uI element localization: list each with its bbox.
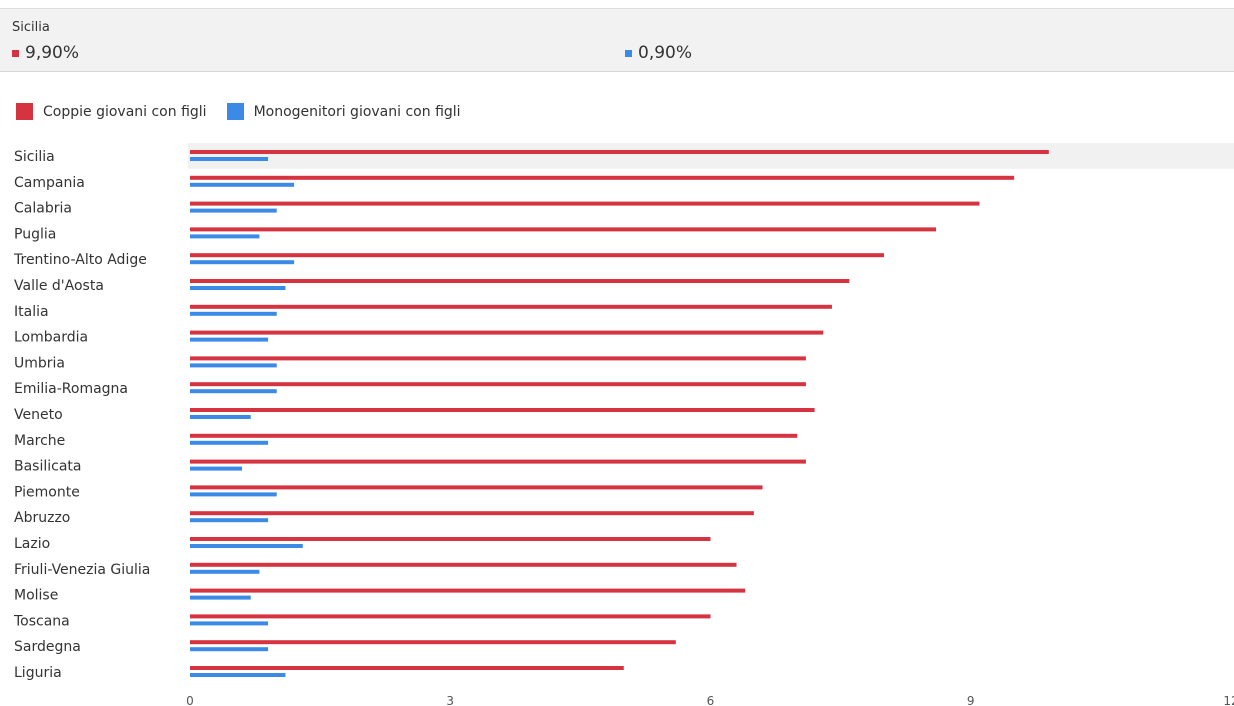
tooltip-panel: Sicilia 9,90% 0,90% [0, 8, 1234, 72]
tooltip-value1-text: 9,90% [25, 43, 80, 63]
category-label: Marche [14, 433, 65, 449]
row-highlight [188, 143, 1234, 169]
bar-monogenitori[interactable] [190, 389, 277, 394]
bar-coppie[interactable] [190, 253, 884, 258]
bar-coppie[interactable] [190, 382, 806, 387]
tooltip-region: Sicilia [12, 20, 50, 35]
category-label: Puglia [14, 226, 56, 242]
category-label: Italia [14, 304, 49, 320]
bar-monogenitori[interactable] [190, 182, 295, 187]
category-label: Lombardia [14, 330, 88, 346]
category-label: Friuli-Venezia Giulia [14, 562, 150, 578]
bar-coppie[interactable] [190, 227, 937, 232]
bar-coppie[interactable] [190, 562, 737, 567]
bar-monogenitori[interactable] [190, 286, 286, 290]
bar-monogenitori[interactable] [190, 569, 260, 574]
bar-monogenitori[interactable] [190, 208, 277, 213]
category-label: Sardegna [14, 639, 81, 655]
bar-monogenitori[interactable] [190, 440, 269, 445]
bar-monogenitori[interactable] [190, 544, 303, 548]
category-label: Toscana [13, 613, 70, 629]
category-label: Lazio [14, 536, 50, 552]
bar-coppie[interactable] [190, 150, 1049, 154]
legend-swatch-series1 [16, 103, 33, 120]
bar-coppie[interactable] [190, 433, 798, 438]
series2-swatch [625, 49, 632, 57]
bar-coppie[interactable] [190, 640, 676, 645]
bar-monogenitori[interactable] [190, 492, 277, 497]
x-tick-label: 9 [967, 694, 975, 706]
category-label: Emilia-Romagna [14, 381, 128, 397]
bar-coppie[interactable] [190, 614, 711, 619]
tooltip-value-series1: 9,90% [12, 43, 79, 63]
legend-label-series1: Coppie giovani con figli [43, 103, 207, 120]
category-label: Piemonte [14, 484, 80, 500]
bar-coppie[interactable] [190, 330, 824, 335]
bar-coppie[interactable] [190, 356, 806, 361]
category-label: Sicilia [14, 149, 55, 165]
legend-item-series2[interactable]: Monogenitori giovani con figli [226, 103, 461, 120]
bar-monogenitori[interactable] [190, 595, 251, 600]
bar-monogenitori[interactable] [190, 621, 269, 626]
legend-item-series1[interactable]: Coppie giovani con figli [16, 103, 207, 120]
bar-monogenitori[interactable] [190, 363, 277, 368]
bar-coppie[interactable] [190, 304, 832, 309]
bar-coppie[interactable] [190, 175, 1015, 180]
bar-monogenitori[interactable] [190, 311, 277, 316]
x-tick-label: 0 [186, 694, 194, 706]
category-label: Trentino-Alto Adige [13, 252, 147, 268]
category-label: Abruzzo [14, 510, 70, 526]
bar-coppie[interactable] [190, 485, 763, 490]
category-label: Liguria [14, 665, 62, 681]
bar-coppie[interactable] [190, 279, 850, 283]
bar-coppie[interactable] [190, 588, 746, 593]
bar-monogenitori[interactable] [190, 647, 269, 652]
category-label: Valle d'Aosta [14, 278, 104, 294]
category-label: Campania [14, 175, 85, 191]
category-label: Umbria [14, 355, 65, 371]
bar-monogenitori[interactable] [190, 260, 295, 265]
bar-coppie[interactable] [190, 537, 711, 541]
bar-coppie[interactable] [190, 511, 754, 516]
tooltip-value-series2: 0,90% [625, 43, 692, 63]
legend-label-series2: Monogenitori giovani con figli [253, 103, 461, 120]
tooltip-value2-text: 0,90% [638, 43, 693, 63]
bar-monogenitori[interactable] [190, 466, 243, 471]
x-tick-label: 3 [446, 694, 454, 706]
category-label: Calabria [14, 201, 72, 217]
bar-coppie[interactable] [190, 459, 806, 464]
bar-monogenitori[interactable] [190, 673, 286, 677]
category-label: Molise [14, 588, 58, 604]
x-tick-label: 6 [707, 694, 715, 706]
category-label: Veneto [14, 407, 63, 423]
x-tick-label: 12 [1223, 694, 1234, 706]
bar-chart: Sicilia Campania Calabria Puglia Trentino-Al… [13, 143, 1234, 706]
bar-monogenitori[interactable] [190, 415, 251, 419]
bar-monogenitori[interactable] [190, 157, 269, 161]
bar-coppie[interactable] [190, 201, 980, 206]
category-label: Basilicata [14, 459, 82, 475]
legend-swatch-series2 [226, 103, 244, 120]
bar-coppie[interactable] [190, 666, 624, 670]
series1-swatch [12, 49, 19, 57]
bar-monogenitori[interactable] [190, 518, 269, 523]
bar-monogenitori[interactable] [190, 234, 260, 239]
bar-coppie[interactable] [190, 408, 815, 412]
bar-monogenitori[interactable] [190, 337, 269, 342]
chart-legend: Coppie giovani con figli Monogenitori gi… [16, 103, 481, 120]
